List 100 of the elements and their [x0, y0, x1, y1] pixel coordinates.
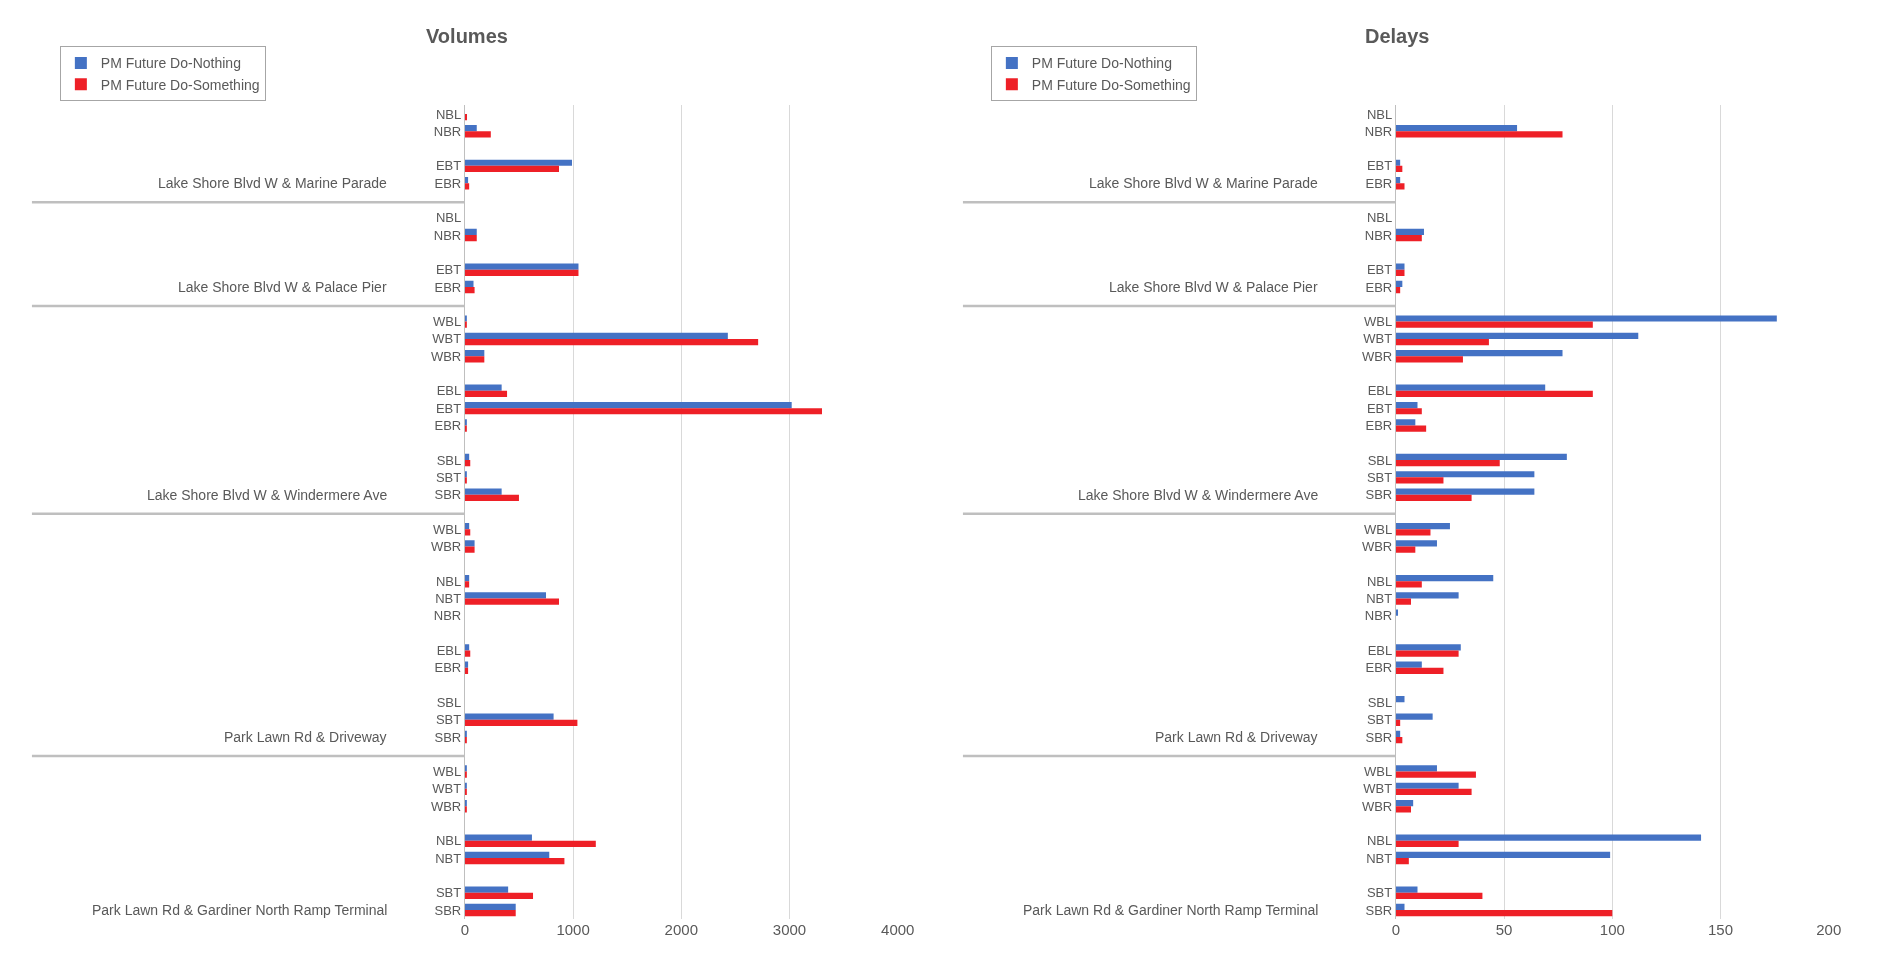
- bar: [464, 840, 596, 848]
- y-tick-label: SBR: [1365, 902, 1393, 918]
- y-tick-label: EBR: [1365, 418, 1393, 433]
- legend-label: PM Future Do-Something: [100, 76, 260, 93]
- bar: [464, 356, 485, 363]
- y-tick-label: SBR: [1365, 487, 1393, 503]
- bar: [464, 834, 532, 841]
- bar: [464, 713, 554, 720]
- bar: [464, 782, 467, 789]
- x-tick-label: 4000: [881, 920, 915, 938]
- bar: [1395, 338, 1489, 346]
- bar: [1395, 592, 1459, 599]
- bar: [1395, 349, 1563, 357]
- y-tick-label: SBL: [436, 694, 462, 710]
- y-tick-label: WBL: [1364, 314, 1393, 330]
- y2-tick-label: Lake Shore Blvd W & Windermere Ave: [147, 487, 388, 503]
- y2-tick-label: Lake Shore Blvd W & Windermere Ave: [1078, 487, 1319, 503]
- bar: [1395, 401, 1418, 409]
- bar: [464, 321, 467, 328]
- bar: [1395, 910, 1613, 917]
- x-tick-label: 200: [1816, 920, 1842, 938]
- bar: [464, 650, 471, 657]
- y-tick-label: SBR: [1365, 729, 1393, 745]
- bar: [1395, 269, 1405, 276]
- y-tick-label: NBR: [433, 123, 462, 139]
- bar: [1395, 903, 1405, 911]
- bar: [464, 384, 502, 391]
- y-tick-label: WBL: [433, 521, 462, 537]
- y-tick-label: SBR: [434, 729, 462, 745]
- y-tick-label: WBT: [1363, 781, 1393, 797]
- y-tick-label: WBR: [1361, 348, 1393, 364]
- bar: [464, 529, 471, 536]
- y-tick-label: EBT: [435, 262, 462, 278]
- bar: [1395, 263, 1405, 270]
- x-tick-label: 3000: [772, 920, 807, 938]
- bar: [1395, 460, 1500, 467]
- bar: [464, 858, 565, 865]
- bar: [1395, 574, 1494, 582]
- y2-tick-label: Lake Shore Blvd W & Palace Pier: [178, 279, 387, 295]
- y-tick-label: WBT: [432, 331, 462, 347]
- bar: [1395, 390, 1593, 398]
- y-tick-label: NBL: [435, 106, 462, 122]
- bar: [1395, 540, 1437, 547]
- bar: [1395, 892, 1483, 899]
- bar: [464, 488, 502, 495]
- y-tick-label: SBL: [436, 452, 462, 468]
- bar: [464, 736, 467, 744]
- x-tick-label: 1000: [556, 920, 590, 938]
- y-tick-label: EBR: [434, 279, 462, 295]
- bar: [1395, 419, 1416, 426]
- y-tick-label: NBR: [433, 227, 462, 243]
- bar: [1395, 477, 1444, 484]
- y-tick-label: EBL: [1367, 383, 1393, 399]
- bar: [1395, 125, 1518, 132]
- bar: [464, 159, 572, 166]
- bar: [1395, 834, 1702, 841]
- legend-label: PM Future Do-Nothing: [100, 55, 241, 72]
- bar: [464, 540, 475, 547]
- y-tick-label: NBR: [433, 608, 462, 624]
- bar: [1395, 696, 1405, 703]
- y-tick-label: WBR: [430, 539, 462, 555]
- y2-tick-label: Lake Shore Blvd W & Palace Pier: [1109, 279, 1318, 295]
- legend-label: PM Future Do-Nothing: [1031, 55, 1172, 72]
- chart-title: Delays: [1365, 25, 1430, 47]
- bar: [1395, 280, 1403, 287]
- bar: [464, 287, 475, 294]
- bar: [464, 886, 509, 893]
- bar: [1395, 851, 1611, 859]
- y-tick-label: NBL: [1366, 106, 1393, 122]
- bar: [1395, 523, 1450, 530]
- y-tick-label: EBT: [1366, 400, 1393, 416]
- bar: [464, 910, 516, 917]
- bar: [1395, 183, 1405, 190]
- bar: [1395, 408, 1422, 415]
- bar: [464, 113, 468, 121]
- y-tick-label: SBT: [435, 469, 462, 485]
- bar: [1395, 321, 1593, 328]
- x-tick-label: 100: [1599, 920, 1625, 938]
- y2-tick-label: Lake Shore Blvd W & Marine Parade: [158, 175, 387, 191]
- bar: [1395, 713, 1433, 720]
- y-tick-label: SBR: [434, 902, 462, 918]
- bar: [1395, 799, 1414, 807]
- bar: [1395, 765, 1437, 772]
- y-tick-label: SBT: [1366, 885, 1393, 901]
- bar: [1395, 806, 1411, 813]
- y-tick-label: EBT: [1366, 158, 1393, 174]
- bar: [1395, 356, 1463, 363]
- bar: [464, 408, 822, 415]
- bar: [464, 131, 491, 138]
- legend-label: PM Future Do-Something: [1031, 76, 1191, 93]
- bar: [464, 765, 467, 772]
- bar: [464, 235, 477, 242]
- y-tick-label: NBR: [1364, 227, 1393, 243]
- bar: [1395, 667, 1444, 674]
- bar: [1395, 529, 1431, 536]
- bar: [464, 719, 578, 726]
- bar: [464, 592, 547, 599]
- y2-tick-label: Park Lawn Rd & Driveway: [224, 729, 387, 745]
- bar: [464, 390, 508, 398]
- y-tick-label: NBL: [1366, 573, 1393, 589]
